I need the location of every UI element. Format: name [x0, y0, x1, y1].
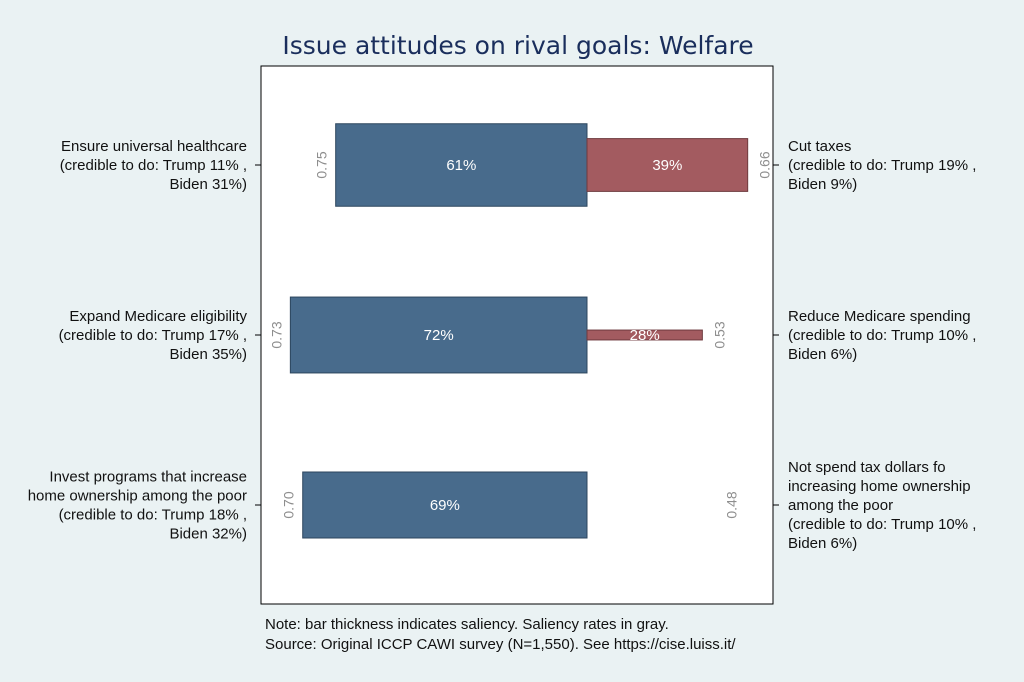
note-line-1: Note: bar thickness indicates saliency. … — [265, 616, 669, 633]
bar-left-goal — [289, 296, 588, 374]
left-goal-label-line: Biden 31%) — [169, 176, 247, 193]
left-goal-label-line: Expand Medicare eligibility — [69, 308, 247, 325]
bar-right-goal — [586, 329, 703, 341]
left-goal-label-line: home ownership among the poor — [28, 488, 247, 505]
chart-title: Issue attitudes on rival goals: Welfare — [282, 31, 753, 60]
bar-right-goal — [586, 138, 749, 192]
left-goal-label-line: Biden 35%) — [169, 346, 247, 363]
right-goal-label: Cut taxes (credible to do: Trump 19% , Bid… — [788, 138, 976, 193]
left-goal-label-line: (credible to do: Trump 11% , — [60, 157, 247, 174]
right-goal-label-line: Biden 9%) — [788, 176, 857, 193]
saliency-left-label: 0.73 — [268, 321, 284, 348]
right-goal-label-line: Not spend tax dollars fo — [788, 459, 946, 476]
saliency-right-label: 0.48 — [724, 491, 740, 518]
bar-left-share-label: 72% — [424, 327, 454, 344]
right-goal-label-line: Biden 6%) — [788, 535, 857, 552]
right-goal-label-line: Cut taxes — [788, 138, 851, 155]
right-goal-label-line: (credible to do: Trump 19% , — [788, 157, 976, 174]
bar-left-goal — [302, 471, 588, 539]
bar-left-share-label: 61% — [446, 157, 476, 174]
bar-left-share-label: 69% — [430, 497, 460, 514]
saliency-right-label: 0.53 — [711, 321, 727, 348]
left-goal-label-line: (credible to do: Trump 18% , — [59, 507, 247, 524]
row-ticks — [255, 164, 779, 506]
left-goal-label-line: Ensure universal healthcare — [61, 138, 247, 155]
left-goal-label-line: Invest programs that increase — [49, 469, 247, 486]
saliency-right-label: 0.66 — [757, 151, 773, 178]
right-goal-label: Reduce Medicare spending (credible to do:… — [788, 308, 976, 363]
right-goal-label-line: increasing home ownership — [788, 478, 971, 495]
right-goal-label-line: Reduce Medicare spending — [788, 308, 971, 325]
right-goal-label-line: Biden 6%) — [788, 346, 857, 363]
left-goal-label: Ensure universal healthcare (credible to … — [60, 138, 247, 193]
note-line-2: Source: Original ICCP CAWI survey (N=1,5… — [265, 636, 736, 653]
bar-right-share-label: 39% — [652, 157, 682, 174]
left-goal-label: Expand Medicare eligibility (credible to … — [59, 308, 248, 363]
bars — [289, 123, 749, 539]
left-goal-label-line: Biden 32%) — [169, 526, 247, 543]
right-goal-label-line: among the poor — [788, 497, 893, 514]
right-goal-label-line: (credible to do: Trump 10% , — [788, 516, 976, 533]
right-goal-label-line: (credible to do: Trump 10% , — [788, 327, 976, 344]
labels: 61% 39% 0.75 0.66 Ensure universal healthcar… — [28, 138, 977, 552]
bar-right-share-label: 31% — [636, 497, 666, 514]
right-goal-label: Not spend tax dollars fo increasing home … — [788, 459, 976, 552]
bar-right-share-label: 28% — [630, 327, 660, 344]
saliency-left-label: 0.75 — [314, 151, 330, 178]
left-goal-label-line: (credible to do: Trump 17% , — [59, 327, 247, 344]
saliency-left-label: 0.70 — [281, 491, 297, 518]
left-goal-label: Invest programs that increase home owners… — [28, 469, 247, 543]
